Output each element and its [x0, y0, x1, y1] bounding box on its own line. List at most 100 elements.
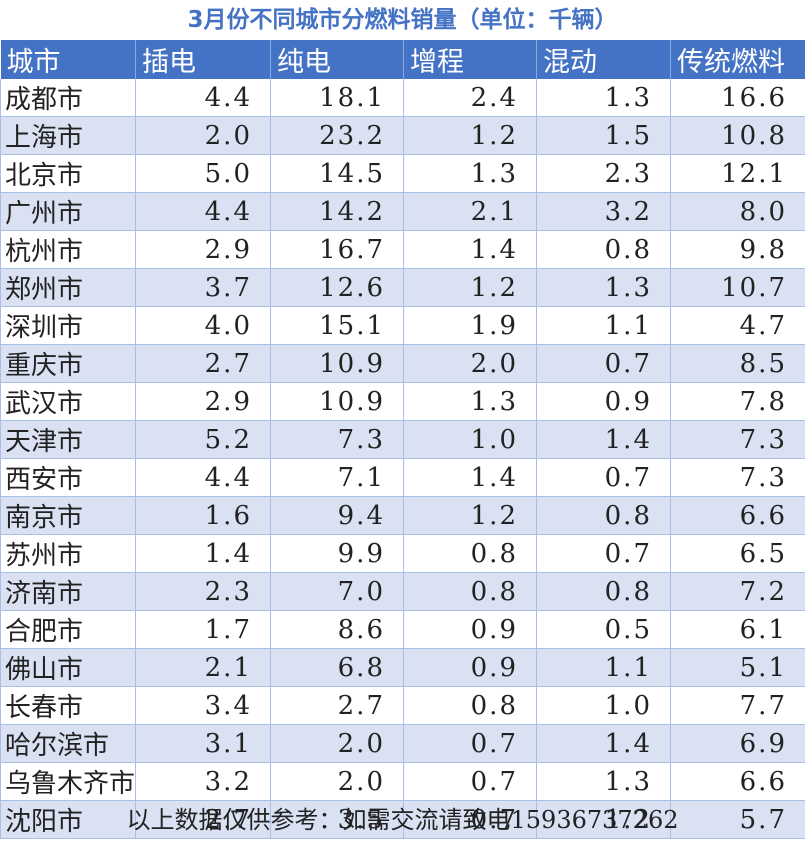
table-title: 3月份不同城市分燃料销量（单位：千辆）	[187, 7, 618, 33]
cell-city: 沈阳市	[0, 800, 136, 839]
cell-range-extender: 1.4	[403, 458, 537, 497]
table-row: 广州市 4.4 14.2 2.1 3.2 8.0	[0, 192, 805, 231]
table-row: 北京市 5.0 14.5 1.3 2.3 12.1	[0, 154, 805, 193]
cell-traditional: 7.3	[670, 420, 805, 459]
cell-electric: 14.5	[270, 154, 404, 193]
cell-plugin: 3.4	[135, 686, 271, 725]
cell-city: 佛山市	[0, 648, 136, 687]
table-row: 苏州市 1.4 9.9 0.8 0.7 6.5	[0, 534, 805, 573]
cell-city: 乌鲁木齐市	[0, 762, 136, 801]
cell-plugin: 3.7	[135, 268, 271, 307]
cell-range-extender: 1.0	[403, 420, 537, 459]
cell-plugin: 4.0	[135, 306, 271, 345]
table-row: 济南市 2.3 7.0 0.8 0.8 7.2	[0, 572, 805, 611]
cell-plugin: 3.1	[135, 724, 271, 763]
cell-plugin: 2.9	[135, 230, 271, 269]
cell-plugin: 4.4	[135, 192, 271, 231]
cell-traditional: 8.0	[670, 192, 805, 231]
cell-electric: 2.7	[270, 686, 404, 725]
cell-range-extender: 0.8	[403, 534, 537, 573]
cell-traditional: 7.8	[670, 382, 805, 421]
cell-city: 郑州市	[0, 268, 136, 307]
cell-traditional: 4.7	[670, 306, 805, 345]
cell-plugin: 2.7	[135, 344, 271, 383]
cell-city: 哈尔滨市	[0, 724, 136, 763]
header-row: 城市 插电 纯电 增程 混动 传统燃料	[0, 40, 805, 79]
cell-hybrid: 0.8	[536, 496, 671, 535]
cell-city: 重庆市	[0, 344, 136, 383]
cell-traditional: 9.8	[670, 230, 805, 269]
cell-traditional: 6.1	[670, 610, 805, 649]
cell-range-extender: 0.8	[403, 686, 537, 725]
header-city: 城市	[0, 40, 136, 79]
cell-traditional: 6.9	[670, 724, 805, 763]
cell-electric: 9.9	[270, 534, 404, 573]
cell-plugin: 3.2	[135, 762, 271, 801]
cell-traditional: 7.3	[670, 458, 805, 497]
cell-city: 合肥市	[0, 610, 136, 649]
cell-plugin: 5.0	[135, 154, 271, 193]
cell-electric: 12.6	[270, 268, 404, 307]
cell-plugin: 2.0	[135, 116, 271, 155]
cell-electric: 3.5	[270, 800, 404, 839]
cell-traditional: 12.1	[670, 154, 805, 193]
cell-traditional: 6.6	[670, 762, 805, 801]
cell-plugin: 1.6	[135, 496, 271, 535]
cell-city: 北京市	[0, 154, 136, 193]
cell-electric: 7.1	[270, 458, 404, 497]
cell-hybrid: 1.5	[536, 116, 671, 155]
cell-traditional: 6.5	[670, 534, 805, 573]
cell-city: 济南市	[0, 572, 136, 611]
cell-hybrid: 0.8	[536, 572, 671, 611]
table-row: 长春市 3.4 2.7 0.8 1.0 7.7	[0, 686, 805, 725]
cell-electric: 2.0	[270, 762, 404, 801]
cell-hybrid: 1.2	[536, 800, 671, 839]
cell-plugin: 2.7	[135, 800, 271, 839]
header-range-extender: 增程	[403, 40, 537, 79]
cell-electric: 10.9	[270, 382, 404, 421]
cell-city: 苏州市	[0, 534, 136, 573]
table-row: 天津市 5.2 7.3 1.0 1.4 7.3	[0, 420, 805, 459]
cell-hybrid: 1.4	[536, 724, 671, 763]
cell-range-extender: 0.7	[403, 762, 537, 801]
cell-city: 上海市	[0, 116, 136, 155]
table-row: 合肥市 1.7 8.6 0.9 0.5 6.1	[0, 610, 805, 649]
cell-plugin: 4.4	[135, 458, 271, 497]
cell-city: 成都市	[0, 79, 136, 117]
cell-city: 武汉市	[0, 382, 136, 421]
cell-range-extender: 1.3	[403, 382, 537, 421]
cell-hybrid: 1.4	[536, 420, 671, 459]
cell-hybrid: 0.7	[536, 344, 671, 383]
cell-hybrid: 0.8	[536, 230, 671, 269]
cell-hybrid: 3.2	[536, 192, 671, 231]
cell-hybrid: 1.3	[536, 79, 671, 117]
cell-range-extender: 1.2	[403, 268, 537, 307]
cell-hybrid: 0.7	[536, 534, 671, 573]
cell-plugin: 1.7	[135, 610, 271, 649]
cell-range-extender: 1.9	[403, 306, 537, 345]
cell-electric: 23.2	[270, 116, 404, 155]
cell-traditional: 16.6	[670, 79, 805, 117]
cell-range-extender: 0.9	[403, 610, 537, 649]
cell-electric: 7.3	[270, 420, 404, 459]
cell-hybrid: 2.3	[536, 154, 671, 193]
cell-plugin: 2.1	[135, 648, 271, 687]
header-plugin: 插电	[135, 40, 271, 79]
header-traditional: 传统燃料	[670, 40, 805, 79]
cell-hybrid: 0.7	[536, 458, 671, 497]
table-row: 佛山市 2.1 6.8 0.9 1.1 5.1	[0, 648, 805, 687]
cell-electric: 15.1	[270, 306, 404, 345]
cell-plugin: 2.3	[135, 572, 271, 611]
table-row: 杭州市 2.9 16.7 1.4 0.8 9.8	[0, 230, 805, 269]
cell-hybrid: 1.0	[536, 686, 671, 725]
table-row: 武汉市 2.9 10.9 1.3 0.9 7.8	[0, 382, 805, 421]
cell-traditional: 7.7	[670, 686, 805, 725]
cell-traditional: 10.7	[670, 268, 805, 307]
cell-hybrid: 1.1	[536, 306, 671, 345]
cell-traditional: 6.6	[670, 496, 805, 535]
cell-city: 广州市	[0, 192, 136, 231]
table-row: 哈尔滨市 3.1 2.0 0.7 1.4 6.9	[0, 724, 805, 763]
cell-hybrid: 1.3	[536, 762, 671, 801]
cell-range-extender: 2.1	[403, 192, 537, 231]
cell-traditional: 5.1	[670, 648, 805, 687]
